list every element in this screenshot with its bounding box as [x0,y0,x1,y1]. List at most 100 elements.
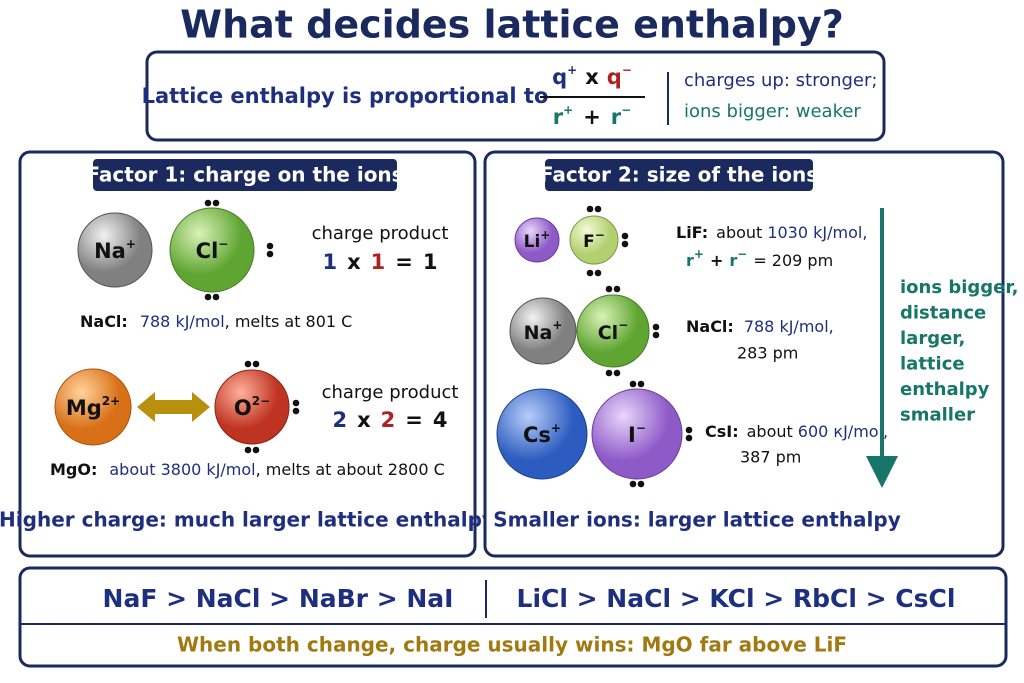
token: r [553,105,564,129]
electron-dot [266,250,274,258]
token: 1 [371,250,386,274]
charge: − [595,228,605,242]
charge: + [551,421,561,435]
note: , melts at about 2800 C [256,460,445,479]
compound: CsI: [705,422,739,441]
ion-na [77,212,153,288]
electron-dot [594,269,602,277]
token: − [622,63,632,77]
prefix: about [747,422,793,441]
order-left: NaF > NaCl > NaBr > NaI [103,584,454,613]
token: + [694,247,704,261]
numerator: q+ x q− [552,63,632,90]
token: − [737,247,747,261]
symbol: Li [524,232,541,252]
symbol: O [234,396,252,420]
conclusion: Higher charge: much larger lattice entha… [0,508,495,532]
symbol: Cl [196,239,219,263]
caption: charge product [322,382,459,403]
electron-dot [621,240,629,248]
charge: 2− [252,394,270,408]
electron-dot [244,446,252,454]
charge: − [636,421,646,435]
token: x [357,408,371,432]
electron-dot [212,293,220,301]
token: q [552,65,567,89]
ion-label: Li+ [524,228,551,253]
token: = [395,250,413,274]
symbol: Cl [598,322,618,344]
compound-line: CsI: about 600 кJ/mol, [705,422,888,441]
factor1-title: Factor 1: charge on the ions [86,163,403,187]
token: r [611,105,622,129]
token: 2 [332,408,347,432]
ion-label: Cs+ [523,421,561,448]
trend-line: distance [900,303,986,324]
ion-f [569,215,619,265]
electron-dot [621,232,629,240]
note: , melts at 801 C [225,312,353,331]
token: 1 [423,250,438,274]
ion-i [591,388,683,480]
token: + [567,63,577,77]
symbol: F [583,232,595,252]
ion-label: Na+ [94,237,136,264]
denominator: r+ + r− [553,103,631,130]
electron-dot [637,480,645,488]
trend-text: ions bigger, distance larger, lattice enthal… [900,277,1018,426]
token: r [729,251,737,270]
order-right: LiCl > NaCl > KCl > RbCl > CsCl [517,584,956,613]
compound: NaCl: [686,317,734,336]
ion-li [514,217,560,263]
electron-dot [252,360,260,368]
enthalpy: 788 kJ/mol, [744,317,834,336]
orders-box [18,566,1008,668]
compound-line: LiF: about 1030 kJ/mol, [676,223,867,242]
electron-dot [204,199,212,207]
ion-mg [54,368,132,446]
electron-dot [212,199,220,207]
token: 2 [381,408,396,432]
factor2-title: Factor 2: size of the ions [540,163,818,187]
charge: − [218,237,228,251]
symbol: Na [524,322,553,344]
symbol: Mg [66,396,102,420]
factor1-label [93,159,397,191]
note: ions bigger: weaker [684,101,861,122]
ion-label: O2− [234,394,270,421]
prefix: about [716,223,762,242]
compound-line: NaCl: 788 kJ/mol, melts at 801 C [80,312,352,331]
charge: − [618,318,628,332]
electron-dot [637,380,645,388]
ion-label: I− [628,421,646,448]
token: x [585,65,599,89]
electron-dot [204,293,212,301]
compound-line: MgO: about 3800 kJ/mol, melts at about 28… [50,460,445,479]
electron-dot [586,269,594,277]
trend-line: smaller [900,405,975,426]
electron-dot [685,426,693,434]
charge: + [126,237,136,251]
ion-o [214,369,290,445]
enthalpy: 600 кJ/mol, [798,422,888,441]
distance: 387 pm [740,448,801,467]
conclusion: Smaller ions: larger lattice enthalpy [493,508,900,532]
ion-cs [496,388,588,480]
caption: charge product [312,223,449,244]
electron-dot [613,285,621,293]
token: = [405,408,423,432]
electron-dots [204,199,693,488]
token: 1 [322,250,337,274]
ion-label: Cl− [598,318,629,344]
equation: 2 x 2 = 4 [332,408,447,432]
symbol: Na [94,239,126,263]
token: + [710,251,723,270]
footer: When both change, charge usually wins: M… [177,633,847,657]
equation: 1 x 1 = 1 [322,250,437,274]
compound-line: NaCl: 788 kJ/mol, [686,317,834,336]
electron-dot [685,434,693,442]
charge: + [552,318,562,332]
compound: LiF: [676,223,708,242]
token: − [621,103,631,117]
